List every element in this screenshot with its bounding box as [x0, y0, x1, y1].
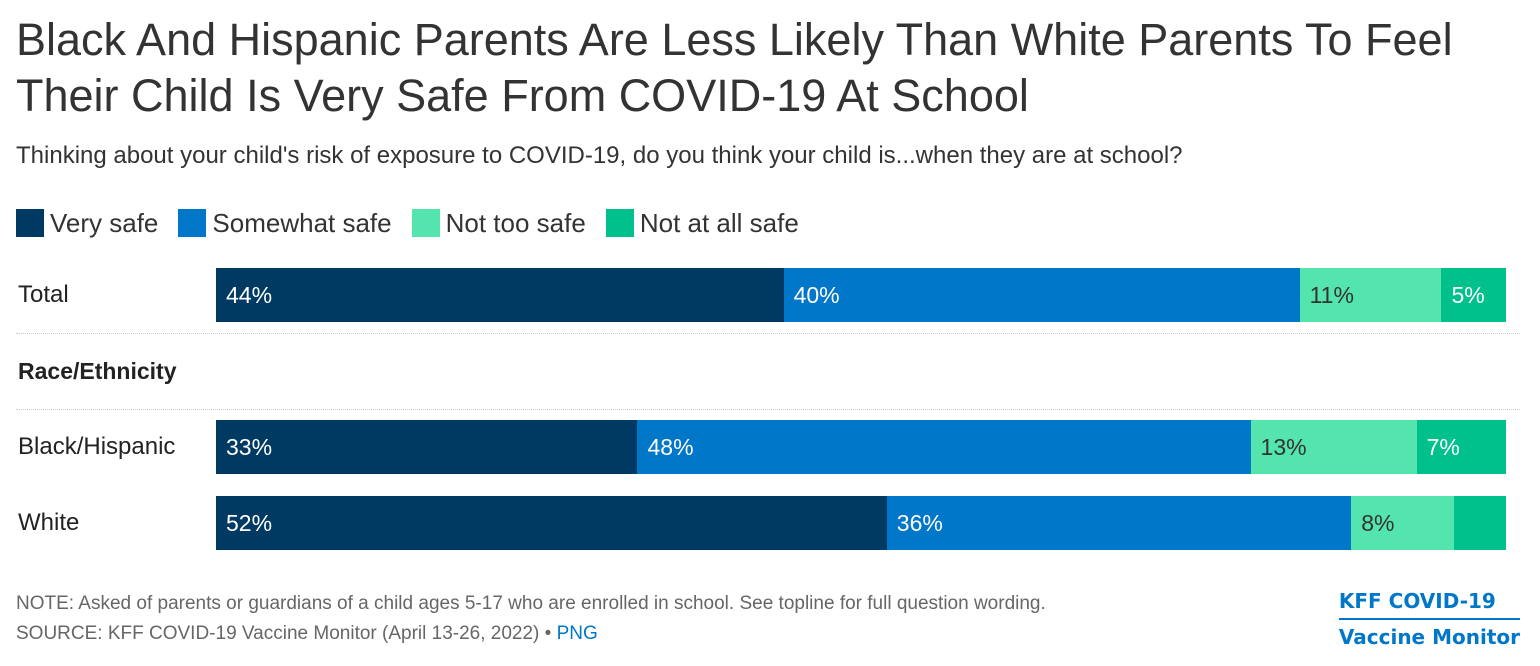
bar-segment: 13%	[1250, 420, 1417, 474]
legend-swatch	[16, 209, 44, 237]
data-label: 11%	[1309, 281, 1354, 308]
bar-segment: 33%	[216, 420, 638, 474]
bar-segment: 44%	[216, 268, 784, 322]
legend-label: Very safe	[50, 208, 159, 238]
kff-logo: KFF COVID-19 Vaccine Monitor	[1338, 586, 1520, 652]
stacked-bar: 44% 40% 11% 5%	[216, 268, 1506, 322]
legend: Very safe Somewhat safe Not too safe Not at…	[16, 206, 819, 240]
stacked-bar: 33% 48% 13% 7%	[216, 420, 1506, 474]
bar-segment: 40%	[783, 268, 1300, 322]
row-label: Black/Hispanic	[18, 433, 176, 460]
legend-label: Somewhat safe	[212, 208, 392, 238]
legend-swatch	[605, 209, 634, 237]
legend-item: Very safe	[16, 206, 158, 240]
legend-label: Not too safe	[445, 208, 586, 238]
data-label: 33%	[226, 433, 273, 460]
data-label: 44%	[226, 281, 273, 308]
row-label: White	[18, 509, 80, 536]
bar-segment: 7%	[1416, 420, 1506, 474]
logo-line-1: KFF COVID-19	[1338, 586, 1520, 620]
source-line: SOURCE: KFF COVID-19 Vaccine Monitor (Ap…	[16, 621, 598, 647]
data-label: 7%	[1426, 433, 1460, 460]
legend-swatch	[411, 209, 440, 237]
data-label: 5%	[1451, 281, 1485, 308]
bar-segment: 5%	[1441, 268, 1506, 322]
data-label: 36%	[896, 509, 943, 536]
bar-segment: 48%	[637, 420, 1251, 474]
legend-item: Not too safe	[411, 206, 586, 240]
row-label: Total	[18, 281, 69, 308]
note-text: NOTE: Asked of parents or guardians of a…	[16, 593, 1046, 614]
png-download-link[interactable]: PNG	[556, 623, 598, 644]
stacked-bar: 52% 36% 8%	[216, 496, 1506, 550]
data-label: 52%	[226, 509, 273, 536]
row-divider	[16, 333, 1520, 334]
bar-segment: 11%	[1299, 268, 1442, 322]
bar-segment	[1454, 496, 1506, 550]
data-label: 8%	[1361, 509, 1395, 536]
row-divider	[16, 409, 1520, 410]
legend-item: Not at all safe	[605, 206, 799, 240]
data-label: 13%	[1260, 433, 1307, 460]
chart-title: Black And Hispanic Parents Are Less Like…	[16, 14, 1453, 121]
legend-label: Not at all safe	[639, 208, 799, 238]
data-label: 48%	[647, 433, 694, 460]
logo-line-2: Vaccine Monitor	[1338, 625, 1520, 649]
data-label: 40%	[793, 281, 840, 308]
chart-subtitle: Thinking about your child's risk of expo…	[16, 142, 1183, 169]
bar-segment: 36%	[886, 496, 1352, 550]
bar-segment: 52%	[216, 496, 887, 550]
legend-item: Somewhat safe	[178, 206, 392, 240]
source-text: SOURCE: KFF COVID-19 Vaccine Monitor (Ap…	[16, 623, 552, 644]
bar-segment: 8%	[1351, 496, 1455, 550]
group-label: Race/Ethnicity	[18, 358, 177, 384]
legend-swatch	[178, 209, 207, 237]
